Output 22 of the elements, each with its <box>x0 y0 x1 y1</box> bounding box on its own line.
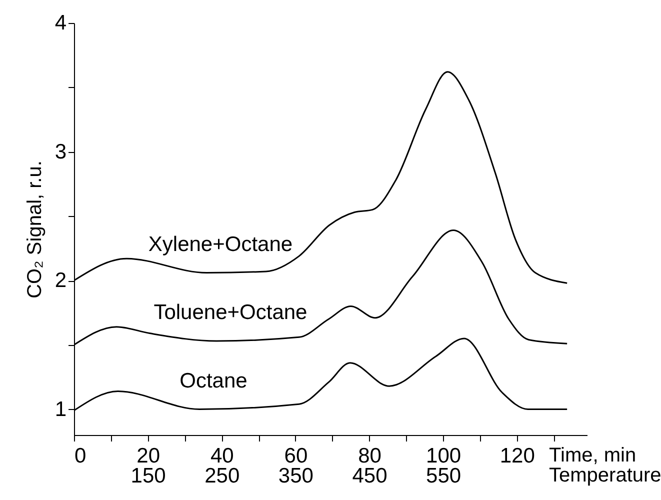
x-tick-label: 60 <box>284 444 308 468</box>
y-tick-label: 3 <box>54 140 66 164</box>
y-tick-label: 4 <box>54 12 67 34</box>
x-tick-label: 20 <box>136 444 160 468</box>
y-tick-label: 1 <box>54 398 66 421</box>
x2-tick-label: 250 <box>204 464 240 488</box>
y-axis-title: CO₂ Signal, r.u. <box>24 160 46 298</box>
x-tick-label: 0 <box>74 444 86 468</box>
x-tick-label: 80 <box>358 444 382 468</box>
series-label: Xylene+Octane <box>148 232 293 256</box>
x2-tick-label: 550 <box>426 464 462 488</box>
x2-tick-label: 350 <box>278 464 314 488</box>
y-tick-label: 2 <box>54 269 66 292</box>
series-label: Octane <box>180 369 248 392</box>
series-label: Toluene+Octane <box>154 301 308 324</box>
x2-axis-title: Temperature <box>549 464 661 486</box>
x-tick-label: 100 <box>426 444 462 468</box>
x2-tick-label: 150 <box>130 464 166 488</box>
x2-tick-label: 450 <box>352 464 388 488</box>
x-tick-label: 40 <box>210 444 234 468</box>
x-tick-label: 120 <box>500 444 535 468</box>
x-axis-title: Time, min <box>549 444 636 466</box>
